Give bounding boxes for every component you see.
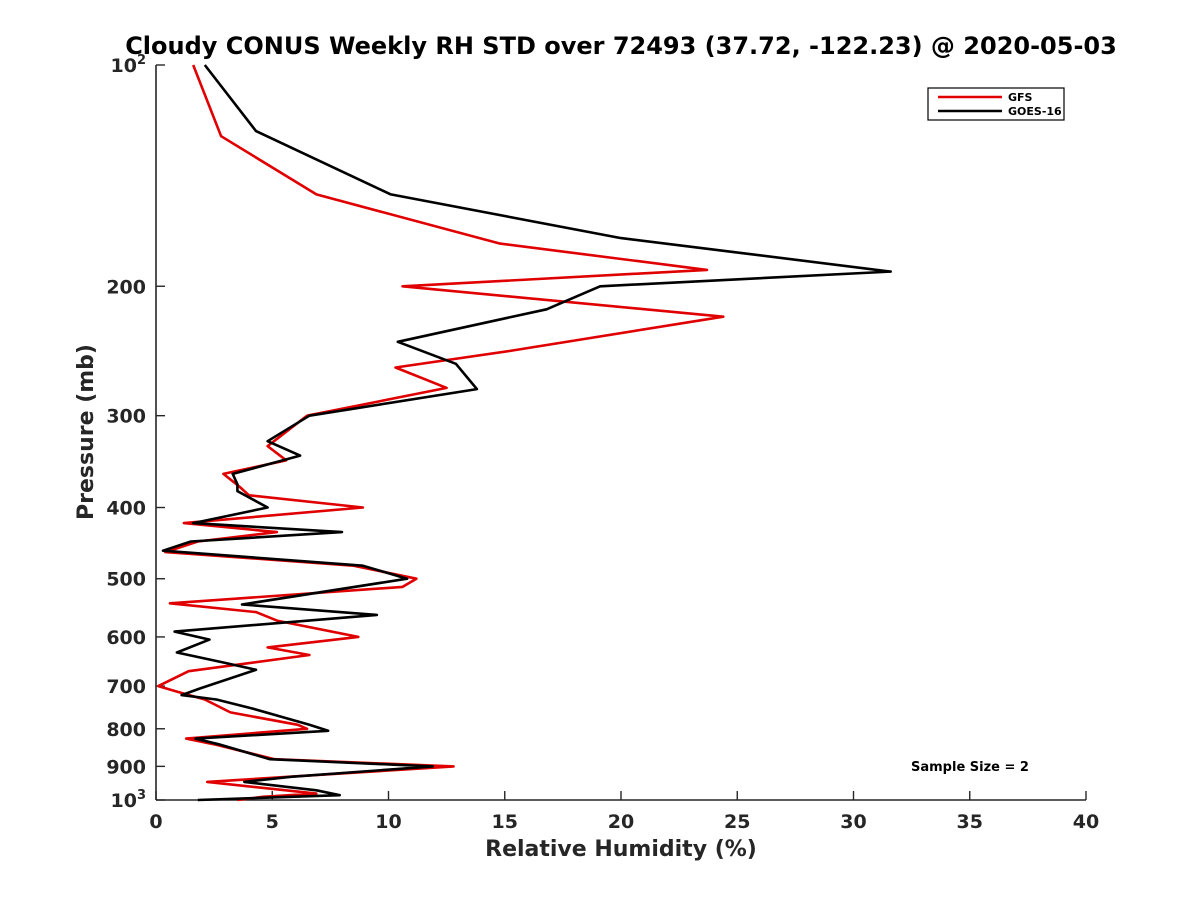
legend-label-gfs: GFS bbox=[1008, 91, 1033, 104]
x-tick-label: 10 bbox=[375, 811, 401, 833]
x-tick-label: 40 bbox=[1073, 811, 1099, 833]
y-tick-label: 800 bbox=[106, 719, 146, 741]
x-tick-label: 30 bbox=[840, 811, 866, 833]
chart-title: Cloudy CONUS Weekly RH STD over 72493 (3… bbox=[125, 32, 1117, 60]
x-tick-label: 35 bbox=[957, 811, 983, 833]
series-line-goes-16 bbox=[161, 64, 893, 802]
y-ticks: 102 200 300 400 500 600 700 800 900 103 bbox=[106, 53, 165, 812]
y-tick-label: 200 bbox=[106, 276, 146, 298]
legend-label-goes-16: GOES-16 bbox=[1008, 105, 1062, 118]
series-line-gfs bbox=[157, 64, 725, 802]
y-tick-label: 400 bbox=[106, 498, 146, 520]
y-tick-label: 700 bbox=[106, 676, 146, 698]
x-tick-label: 5 bbox=[266, 811, 279, 833]
legend: GFS GOES-16 bbox=[927, 87, 1065, 121]
legend-box bbox=[927, 87, 1065, 121]
x-ticks: 0 5 10 15 20 25 30 35 40 bbox=[149, 791, 1099, 833]
x-axis-label: Relative Humidity (%) bbox=[485, 837, 757, 862]
y-tick-label: 102 bbox=[111, 53, 147, 77]
sample-size-annotation: Sample Size = 2 bbox=[911, 760, 1029, 775]
x-tick-label: 20 bbox=[608, 811, 634, 833]
y-tick-label: 900 bbox=[106, 756, 146, 778]
series-layer bbox=[157, 64, 893, 802]
y-tick-label: 600 bbox=[106, 627, 146, 649]
y-axis-label: Pressure (mb) bbox=[74, 344, 99, 520]
y-tick-label: 300 bbox=[106, 406, 146, 428]
x-tick-label: 25 bbox=[724, 811, 750, 833]
plot-area: 0 5 10 15 20 25 30 35 40 102 200 300 400 500 600 700 80… bbox=[106, 53, 1099, 833]
x-tick-label: 0 bbox=[149, 811, 162, 833]
y-tick-label: 500 bbox=[106, 569, 146, 591]
y-tick-label: 103 bbox=[111, 788, 147, 812]
x-tick-label: 15 bbox=[492, 811, 518, 833]
